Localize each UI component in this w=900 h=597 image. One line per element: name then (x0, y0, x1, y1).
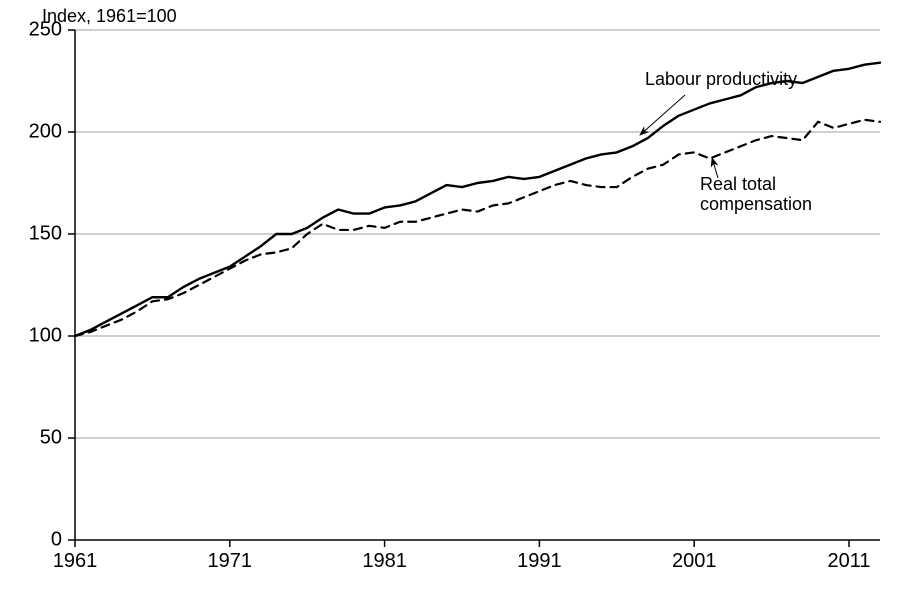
y-tick-label: 0 (51, 528, 62, 550)
x-tick-label: 2011 (828, 550, 871, 572)
series-label-1-line1: Real total (700, 174, 776, 194)
series-line-1 (75, 120, 880, 336)
y-tick-label: 100 (29, 324, 62, 346)
y-tick-label: 150 (29, 222, 62, 244)
x-tick-label: 1971 (208, 550, 253, 572)
series-label-1-line2: compensation (700, 194, 812, 214)
chart-title: Index, 1961=100 (42, 6, 177, 26)
productivity-chart: 050100150200250196119711981199120012011L… (0, 0, 900, 597)
x-tick-label: 1961 (53, 550, 98, 572)
x-tick-label: 1981 (362, 550, 407, 572)
x-tick-label: 2001 (672, 550, 717, 572)
chart-container: 050100150200250196119711981199120012011L… (0, 0, 900, 597)
series-label-0: Labour productivity (645, 69, 797, 89)
x-tick-label: 1991 (517, 550, 562, 572)
y-tick-label: 200 (29, 120, 62, 142)
y-tick-label: 50 (40, 426, 62, 448)
